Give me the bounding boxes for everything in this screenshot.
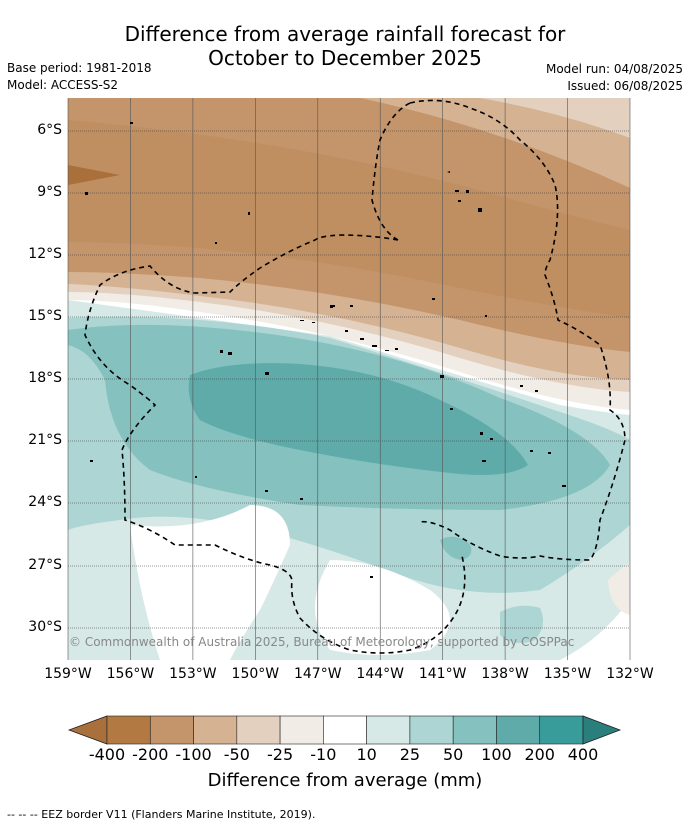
- lon-label: 141°W: [418, 666, 467, 682]
- wet-25b: [500, 605, 544, 644]
- title-line-2: October to December 2025: [208, 46, 482, 70]
- lat-label: 6°S: [37, 122, 62, 138]
- band-minus-400: [68, 165, 120, 185]
- islands-tuamotu: [220, 305, 398, 375]
- model-name: Model: ACCESS-S2: [7, 78, 119, 92]
- colorbar-swatch: [496, 715, 541, 745]
- colorbar-title: Difference from average (mm): [207, 770, 483, 791]
- lat-label: 12°S: [28, 246, 62, 262]
- eez-border-legend: -- -- -- EEZ border V11 (Flanders Marine…: [7, 808, 316, 821]
- lon-label: 135°W: [543, 666, 592, 682]
- lat-label: 21°S: [28, 432, 62, 448]
- map-title: Difference from average rainfall forecas…: [0, 22, 690, 70]
- lon-label: 144°W: [356, 666, 404, 682]
- colorbar-swatch: [193, 715, 238, 745]
- colorbar-extend-low: [67, 715, 108, 745]
- colorbar-tick-label: -10: [310, 745, 337, 764]
- normal-south-1: [130, 505, 290, 660]
- colorbar-swatch: [409, 715, 454, 745]
- islands: [85, 122, 566, 578]
- normal-south-2: [315, 560, 450, 655]
- colorbar-swatch: [323, 715, 367, 745]
- wet-100b: [440, 536, 472, 560]
- anomaly-field: [68, 98, 630, 660]
- lat-label: 18°S: [28, 370, 62, 386]
- lon-label: 147°W: [293, 666, 342, 682]
- lat-label: 24°S: [28, 494, 62, 510]
- colorbar-tick-label: -100: [175, 745, 212, 764]
- colorbar-swatch: [106, 715, 151, 745]
- colorbar-swatch: [149, 715, 194, 745]
- colorbar-tick-label: -200: [132, 745, 169, 764]
- wet-100: [188, 363, 528, 475]
- lon-label: 138°W: [481, 666, 529, 682]
- colorbar-tick-label: 200: [524, 745, 555, 764]
- lon-label: 150°W: [231, 666, 280, 682]
- colorbar-swatch: [539, 715, 584, 745]
- lon-label: 156°W: [106, 666, 155, 682]
- title-line-1: Difference from average rainfall forecas…: [124, 22, 566, 46]
- lat-label: 27°S: [28, 557, 62, 573]
- lat-label: 9°S: [37, 184, 62, 200]
- base-period: Base period: 1981-2018: [7, 61, 152, 75]
- colorbar-swatch: [236, 715, 281, 745]
- colorbar-swatch: [279, 715, 324, 745]
- colorbar-tick-label: 10: [356, 745, 377, 764]
- colorbar-tick-label: -400: [88, 745, 126, 764]
- lon-label: 159°W: [44, 666, 92, 682]
- dry-southeast: [608, 564, 630, 615]
- colorbar-tick-label: 400: [567, 745, 599, 764]
- gridlines: [67, 98, 631, 660]
- colorbar-swatch: [452, 715, 497, 745]
- eez-border: [84, 99, 626, 654]
- lon-label: 153°W: [169, 666, 217, 682]
- colorbar-tick-label: -50: [223, 745, 250, 764]
- lat-label: 15°S: [28, 308, 62, 324]
- copyright-text: © Commonwealth of Australia 2025, Bureau…: [69, 635, 575, 649]
- lat-label: 30°S: [28, 619, 62, 635]
- colorbar-tick-label: 50: [442, 745, 464, 764]
- model-run: Model run: 04/08/2025: [545, 62, 683, 76]
- colorbar: [67, 715, 622, 745]
- colorbar-extend-high: [582, 715, 622, 745]
- meta-left: Base period: 1981-2018 Model: ACCESS-S2: [7, 60, 152, 94]
- band-minus-200b: [68, 120, 630, 318]
- colorbar-tick-label: -25: [267, 745, 294, 764]
- meta-right: Model run: 04/08/2025 Issued: 06/08/2025: [546, 61, 683, 95]
- colorbar-tick-label: 100: [481, 745, 512, 764]
- colorbar-tick-label: 25: [399, 745, 421, 764]
- lon-label: 132°W: [606, 666, 654, 682]
- issued-date: Issued: 06/08/2025: [567, 79, 683, 93]
- colorbar-swatch: [366, 715, 411, 745]
